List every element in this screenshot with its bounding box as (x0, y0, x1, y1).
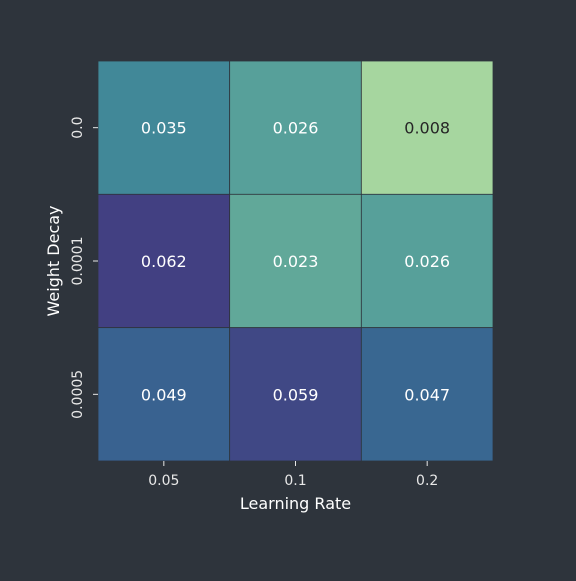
cell-value-label-r0-c2: 0.008 (404, 119, 450, 138)
x-tick-label-2: 0.2 (416, 473, 438, 489)
x-axis-label: Learning Rate (240, 494, 351, 513)
cell-value-label-r0-c1: 0.026 (273, 119, 319, 138)
y-tick-label-0: 0.0 (70, 117, 86, 139)
heatmap-cell-r0-c1 (229, 60, 362, 195)
y-axis-ticks: 0.0 0.0001 0.0005 (70, 117, 98, 419)
y-axis-label: Weight Decay (44, 205, 63, 316)
heatmap-cell-r0-c0 (97, 60, 231, 195)
heatmap-cell-r2-c0 (97, 327, 231, 462)
y-tick-label-2: 0.0005 (70, 370, 86, 419)
cell-value-label-r1-c0: 0.062 (141, 252, 187, 271)
cell-annotations: 0.035 0.026 0.008 0.062 0.023 0.026 0.049 0.059… (141, 119, 450, 405)
cell-value-label-r2-c0: 0.049 (141, 385, 187, 404)
heatmap-cell-r0-c2 (360, 60, 494, 195)
cell-value-label-r1-c1: 0.023 (273, 252, 319, 271)
x-axis-ticks: 0.05 0.1 0.2 (148, 460, 438, 489)
heatmap-cell-r1-c1 (229, 193, 362, 329)
x-tick-label-0: 0.05 (148, 473, 179, 489)
x-tick-label-1: 0.1 (284, 473, 306, 489)
y-tick-label-1: 0.0001 (70, 236, 86, 285)
cell-value-label-r0-c0: 0.035 (141, 119, 187, 138)
cell-value-label-r1-c2: 0.026 (404, 252, 450, 271)
cell-value-label-r2-c2: 0.047 (404, 385, 450, 404)
heatmap-cells (97, 60, 494, 462)
heatmap-cell-r2-c1 (229, 327, 362, 462)
heatmap-cell-r1-c0 (97, 193, 231, 329)
cell-value-label-r2-c1: 0.059 (273, 385, 319, 404)
heatmap-cell-r1-c2 (360, 193, 494, 329)
